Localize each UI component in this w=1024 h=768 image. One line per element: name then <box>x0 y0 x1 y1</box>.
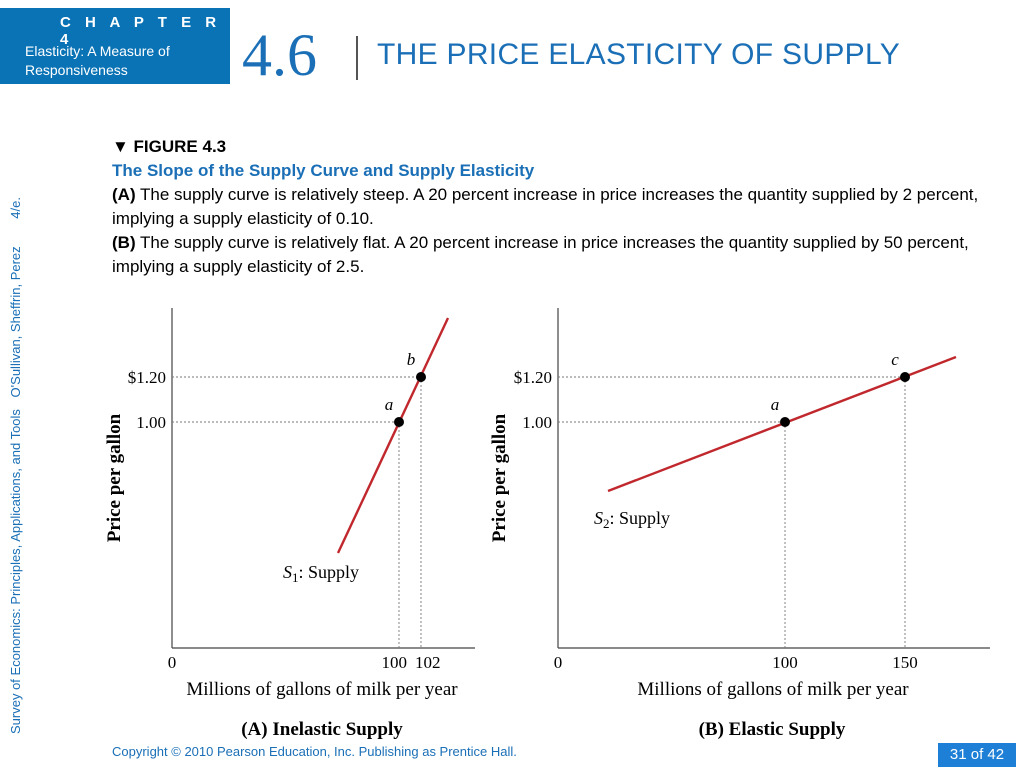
x-axis-title: Millions of gallons of milk per year <box>186 679 458 700</box>
x-tick-label: 150 <box>892 653 918 672</box>
data-point <box>394 417 404 427</box>
curve-label: S1: Supply <box>283 562 359 585</box>
supply-curve <box>336 317 450 554</box>
chapter-banner: C H A P T E R 4 Elasticity: A Measure of… <box>0 8 230 84</box>
caption-b-text: The supply curve is relatively flat. A 2… <box>112 233 969 276</box>
curve-label-symbol: S <box>594 508 603 528</box>
chapter-subtitle: Elasticity: A Measure of Responsiveness <box>25 43 170 78</box>
curve-label-text: : Supply <box>299 562 360 582</box>
y-tick-label: 1.00 <box>136 413 166 432</box>
caption-b-tag: (B) <box>112 233 136 252</box>
point-label: a <box>771 395 780 414</box>
x-tick-label: 100 <box>382 653 408 672</box>
curve-label-text: : Supply <box>610 508 671 528</box>
chart-inelastic-supply: 1.00 $1.20 0 100 102 a b S1: Supply Price per ga… <box>104 308 475 740</box>
curve-label-symbol: S <box>283 562 292 582</box>
page-indicator: 31 of 42 <box>938 743 1016 767</box>
caption-a-tag: (A) <box>112 185 136 204</box>
curve-label-subscript: 1 <box>292 570 299 585</box>
x-axis-title: Millions of gallons of milk per year <box>637 679 909 700</box>
chart-elastic-supply: 1.00 $1.20 0 100 150 a c S2: Supply Price per ga… <box>489 308 990 740</box>
data-point <box>900 372 910 382</box>
curve-label-subscript: 2 <box>603 516 610 531</box>
figure-label: ▼ FIGURE 4.3 <box>112 137 227 156</box>
x-tick-label: 0 <box>168 653 177 672</box>
point-label: a <box>385 395 394 414</box>
data-point <box>416 372 426 382</box>
y-axis-title: Price per gallon <box>489 413 510 542</box>
chart-title: (B) Elastic Supply <box>699 719 846 740</box>
point-label: b <box>407 350 416 369</box>
y-tick-label: 1.00 <box>522 413 552 432</box>
figure-subtitle: The Slope of the Supply Curve and Supply… <box>112 161 535 180</box>
title-divider <box>356 36 358 80</box>
x-tick-label: 0 <box>554 653 563 672</box>
y-tick-label: $1.20 <box>128 368 166 387</box>
y-axis-title: Price per gallon <box>104 413 125 542</box>
chapter-label: C H A P T E R 4 <box>60 14 222 48</box>
point-label: c <box>891 350 899 369</box>
copyright-footer: Copyright © 2010 Pearson Education, Inc.… <box>112 744 517 759</box>
chart-title: (A) Inelastic Supply <box>241 719 403 740</box>
caption-b: (B) The supply curve is relatively flat.… <box>112 231 1002 279</box>
section-number: 4.6 <box>242 22 317 88</box>
x-tick-label: 100 <box>772 653 798 672</box>
x-tick-label: 102 <box>415 653 441 672</box>
caption-a: (A) The supply curve is relatively steep… <box>112 183 1002 231</box>
caption-a-text: The supply curve is relatively steep. A … <box>112 185 979 228</box>
curve-label: S2: Supply <box>594 508 670 531</box>
data-point <box>780 417 790 427</box>
figure-caption: ▼ FIGURE 4.3 The Slope of the Supply Cur… <box>112 135 1002 279</box>
y-tick-label: $1.20 <box>514 368 552 387</box>
slide-title: THE PRICE ELASTICITY OF SUPPLY <box>377 38 901 71</box>
